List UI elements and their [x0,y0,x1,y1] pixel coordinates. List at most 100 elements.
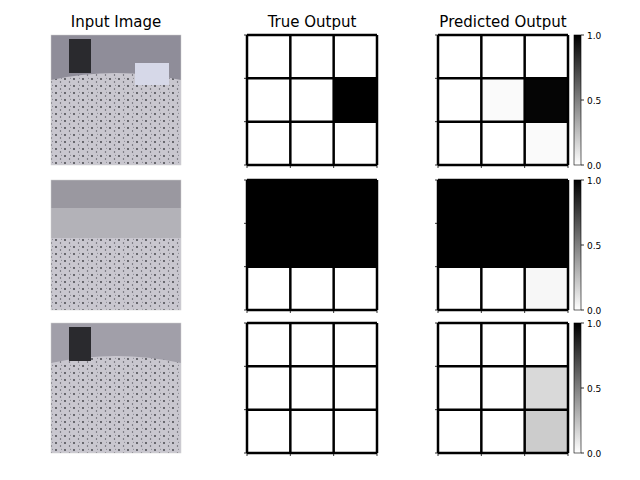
cell [525,410,568,453]
cell-border [247,222,377,225]
cell [334,323,377,366]
cell [438,180,481,223]
colorbar-tick-label: 0.0 [587,306,602,316]
input-image [51,35,181,165]
cell-border [438,365,568,368]
cell-border [247,120,377,123]
colorbar-body [574,180,581,310]
cell-border [438,408,568,411]
colorbar: 0.00.51.0 [574,319,602,459]
colorbar-tick [581,35,584,36]
cell-border [247,322,377,325]
axis-tick [377,165,378,168]
heatmap [244,180,377,313]
axis-tick [244,310,247,311]
colorbar: 0.00.51.0 [574,176,602,316]
cell-border [376,180,379,310]
cell-border [289,323,292,453]
object [135,63,169,85]
colorbar-tick-label: 0.5 [587,96,601,106]
cell-border [247,179,377,182]
axis-tick [290,310,291,313]
input-image [51,180,181,310]
cell-border [332,35,335,165]
cell [525,366,568,409]
chart-title: True Output [267,13,357,31]
cell [247,35,290,78]
wall [51,180,181,238]
axis-tick [333,165,334,168]
colorbar: 0.0 0.5 1.0 [574,31,602,171]
cell-border [480,35,483,165]
cell-border [438,222,568,225]
cell [438,267,481,310]
colorbar-tick [581,453,584,454]
axis-tick [435,180,438,181]
axis-tick [438,165,439,168]
wall-panel [51,208,181,238]
axis-tick [244,35,247,36]
floor [51,35,181,165]
cell [525,267,568,310]
cell-border [247,34,377,37]
colorbar-tick-label: 0.0 [587,161,602,171]
axis-tick [568,310,569,313]
cell [290,180,333,223]
cell-border [437,180,440,310]
cell [481,267,524,310]
cell-border [247,452,377,455]
cell [525,78,568,121]
axis-tick [524,165,525,168]
axis-tick [435,78,438,79]
axis-tick [435,35,438,36]
colorbar-tick [581,388,584,389]
axis-tick [333,453,334,456]
cell-border [376,323,379,453]
chart-title: Predicted Output [439,13,566,31]
wall [51,323,181,363]
colorbar-tick [581,100,584,101]
axis-tick [568,453,569,456]
axis-tick [435,266,438,267]
axis-tick [435,453,438,454]
axis-tick [244,409,247,410]
axis-tick [568,165,569,168]
axis-tick [290,165,291,168]
axis-tick [377,310,378,313]
cell [334,180,377,223]
cell [290,223,333,266]
cell [525,180,568,223]
axis-tick [481,165,482,168]
heatmap [244,35,377,168]
cell-border [332,180,335,310]
cells [247,35,377,165]
cell-border [438,164,568,167]
cell-border [438,265,568,268]
cell-border [523,323,526,453]
axis-tick [244,266,247,267]
axis-tick [481,310,482,313]
axis-tick [244,165,247,166]
colorbar-tick-label: 1.0 [587,31,602,41]
cell-border [289,180,292,310]
axis-tick [333,310,334,313]
cell-border [480,323,483,453]
cell [481,35,524,78]
cell-border [437,323,440,453]
axis-tick [290,453,291,456]
cell-border [567,323,570,453]
cell-border [247,265,377,268]
cell [481,323,524,366]
cells [247,180,377,310]
cell [334,35,377,78]
floor [51,180,181,310]
image-border [51,180,181,310]
cell-border [523,180,526,310]
colorbar-tick [581,323,584,324]
object [69,39,91,73]
axis-tick [435,310,438,311]
cell-border [437,35,440,165]
axis-tick [435,323,438,324]
figure: Input ImageTrue OutputPredicted Output0.… [0,0,640,480]
cell [290,323,333,366]
